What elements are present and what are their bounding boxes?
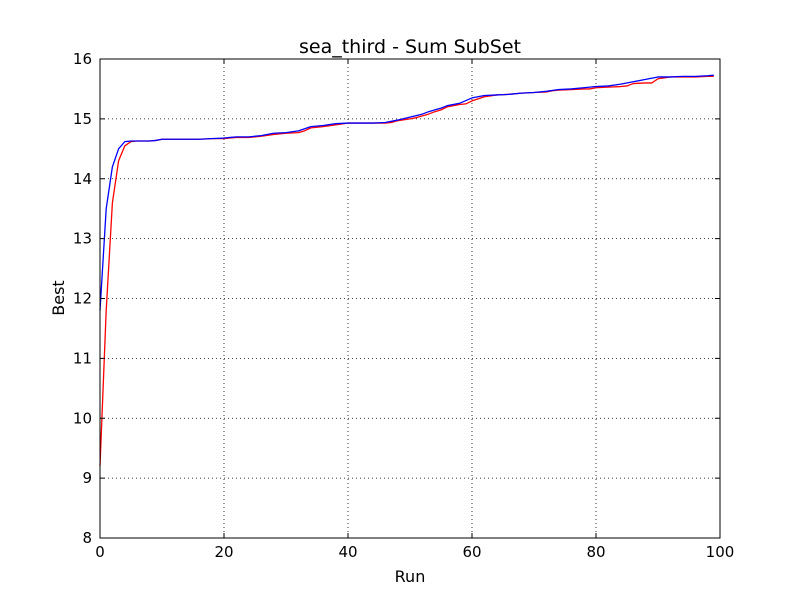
x-tick-label: 20 <box>214 543 233 561</box>
x-axis-label: Run <box>395 567 426 586</box>
x-tick-label: 40 <box>338 543 357 561</box>
y-tick-label: 8 <box>82 529 92 547</box>
y-tick-label: 16 <box>73 50 92 68</box>
y-tick-label: 11 <box>73 349 92 367</box>
y-tick-label: 10 <box>73 409 92 427</box>
x-tick-label: 60 <box>462 543 481 561</box>
y-tick-label: 9 <box>82 469 92 487</box>
x-tick-label: 100 <box>706 543 735 561</box>
series-line-1 <box>99 74 714 311</box>
y-tick-label: 15 <box>73 110 92 128</box>
series-layer <box>99 74 714 467</box>
chart-title: sea_third - Sum SubSet <box>299 36 521 58</box>
y-axis-label: Best <box>49 280 68 315</box>
y-tick-label: 12 <box>73 290 92 308</box>
y-tick-label: 13 <box>73 230 92 248</box>
x-tick-label: 0 <box>95 543 105 561</box>
x-tick-label: 80 <box>586 543 605 561</box>
grid <box>100 59 720 538</box>
ticks: 0 20 40 60 80 100 8 9 10 11 12 13 14 15 16 <box>73 50 734 561</box>
y-tick-label: 14 <box>73 170 92 188</box>
